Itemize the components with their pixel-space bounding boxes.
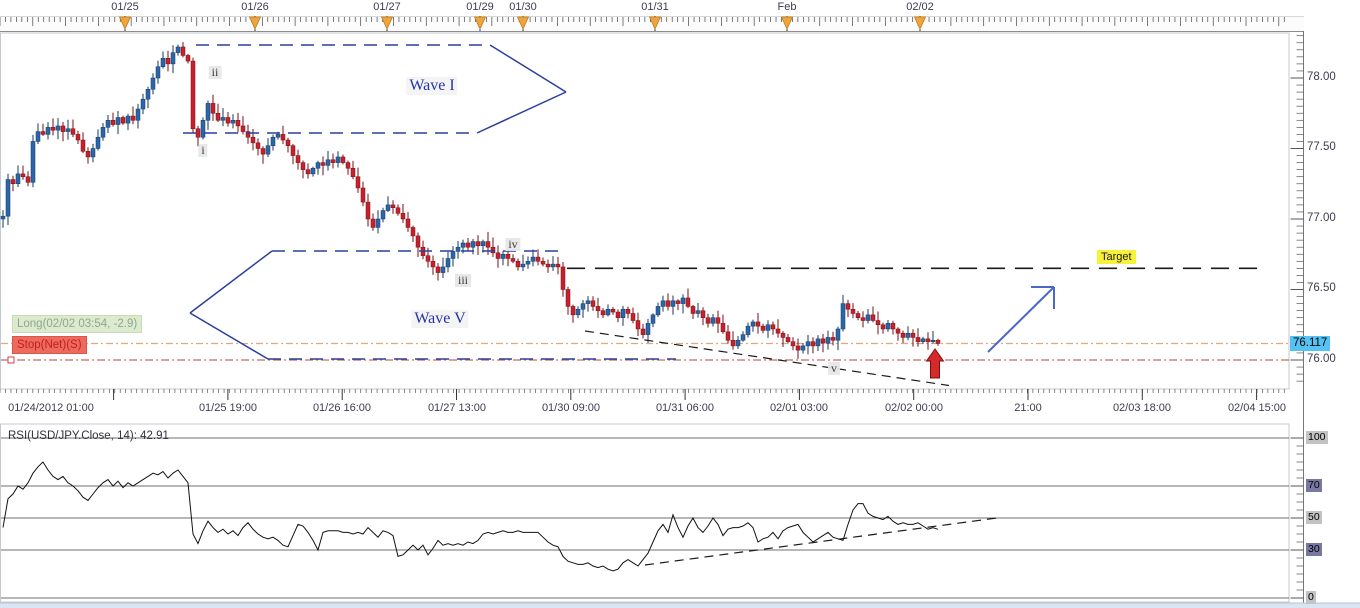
wave-1-annotation[interactable]	[183, 44, 567, 134]
rsi-level-lines	[1, 437, 1289, 599]
top-axis-date-label: 01/25	[111, 1, 139, 13]
bottom-axis-time-label: 21:00	[1014, 402, 1042, 414]
rsi-indicator-title: RSI(USD/JPY.Close, 14): 42.91	[8, 430, 169, 442]
wave-5-label[interactable]: Wave V	[411, 310, 469, 328]
price-axis-tick-label: 76.00	[1307, 352, 1336, 365]
bottom-axis-ruler	[0, 389, 1285, 400]
bottom-axis-time-label: 02/03 18:00	[1112, 402, 1172, 414]
price-axis-tick-label: 76.50	[1307, 282, 1336, 294]
wave-count-ii-label[interactable]: ii	[208, 66, 222, 79]
bottom-axis-time-label: 01/31 06:00	[655, 402, 715, 414]
price-trendline[interactable]	[584, 330, 950, 387]
buy-signal-arrow[interactable]	[925, 348, 945, 379]
rsi-trendline[interactable]	[644, 517, 998, 566]
projection-arrow[interactable]	[987, 286, 1055, 353]
top-axis-date-label: 02/02	[906, 1, 934, 13]
rsi-axis-tick-label: 30	[1306, 543, 1322, 556]
bottom-axis-time-label: 02/02 00:00	[884, 402, 944, 414]
top-axis-date-label: 01/26	[241, 1, 269, 13]
top-axis-date-label: Feb	[777, 1, 797, 13]
bottom-axis-time-label: 01/24/2012 01:00	[8, 402, 94, 414]
wave-count-v-label[interactable]: v	[828, 362, 840, 375]
wave-count-i-label[interactable]: i	[198, 144, 208, 157]
stop-line[interactable]	[1, 356, 1289, 364]
bottom-axis-time-label: 01/30 09:00	[541, 402, 601, 414]
current-price-tag: 76.117	[1290, 336, 1331, 351]
wave-count-iv-label[interactable]: iv	[505, 238, 521, 251]
bottom-axis-time-label: 02/01 03:00	[769, 402, 829, 414]
top-axis-date-label: 01/30	[509, 1, 537, 13]
rsi-axis-tick-label: 0	[1306, 591, 1316, 604]
bottom-axis-time-label: 01/25 19:00	[198, 402, 258, 414]
top-axis-date-label: 01/27	[373, 1, 401, 13]
rsi-axis-tick-label: 50	[1306, 511, 1322, 524]
price-axis-ruler	[1290, 31, 1304, 603]
wave-count-iii-label[interactable]: iii	[454, 274, 472, 287]
top-axis-date-label: 01/29	[466, 1, 494, 13]
rsi-axis-tick-label: 70	[1306, 479, 1322, 492]
bottom-axis-time-label: 01/27 13:00	[427, 402, 487, 414]
top-axis-ruler	[0, 16, 1304, 32]
stop-order-label[interactable]: Stop(Net)(S)	[12, 336, 87, 354]
wave-1-label[interactable]: Wave I	[406, 77, 458, 95]
price-axis-tick-label: 78.00	[1307, 70, 1336, 83]
long-position-label[interactable]: Long(02/02 03:54, -2.9)	[12, 315, 143, 333]
price-axis-tick-label: 77.50	[1307, 141, 1336, 153]
wave-5-annotation[interactable]	[189, 250, 676, 360]
price-axis-tick-label: 77.00	[1307, 211, 1336, 224]
top-axis-date-label: 01/31	[641, 1, 669, 13]
rsi-axis-tick-label: 100	[1306, 431, 1328, 444]
bottom-scroll-strip[interactable]	[0, 602, 1360, 608]
bottom-axis-time-label: 02/04 15:00	[1227, 402, 1287, 414]
rsi-line	[2, 461, 939, 572]
candles-layer	[0, 42, 941, 359]
bottom-axis-time-label: 01/26 16:00	[312, 402, 372, 414]
target-label[interactable]: Target	[1097, 250, 1136, 264]
